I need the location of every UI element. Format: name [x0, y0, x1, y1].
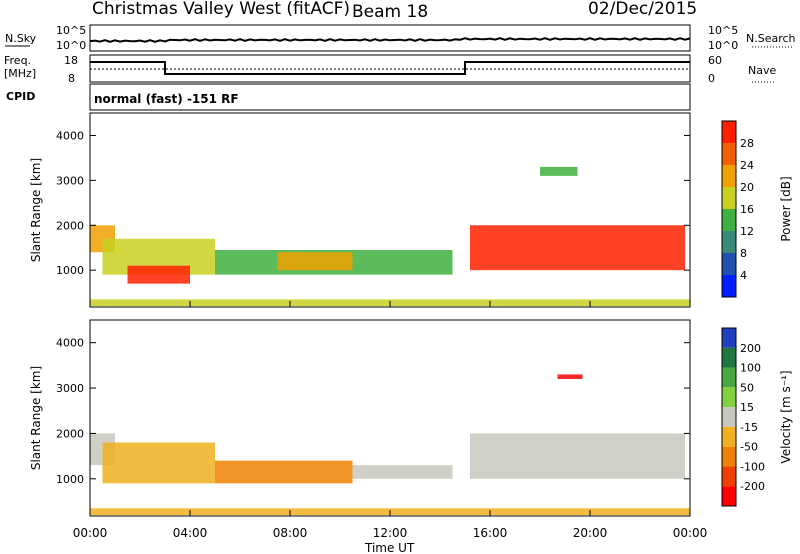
colorbar-swatch	[722, 407, 736, 427]
colorbar-tick-label: -200	[740, 480, 765, 493]
colorbar-tick-label: 4	[740, 269, 747, 282]
x-axis-title: Time UT	[364, 541, 415, 554]
colorbar-swatch	[722, 446, 736, 467]
noise-panel: N.Sky 10^5 10^0 10^5 10^0 N.Search	[5, 24, 796, 52]
panel-frame	[89, 319, 691, 517]
noise-tick-top-right: 10^5	[708, 24, 738, 37]
data-region	[540, 166, 578, 176]
colorbar-title: Velocity [m s⁻¹]	[779, 370, 793, 463]
colorbar-swatch	[722, 486, 736, 506]
colorbar-swatch	[722, 253, 736, 275]
x-tick-label: 04:00	[173, 526, 208, 540]
nave-tick-0: 0	[708, 72, 715, 85]
colorbar-tick-label: 50	[740, 381, 754, 394]
colorbar-swatch	[722, 187, 736, 209]
x-tick-label: 00:00	[73, 526, 108, 540]
data-region	[470, 225, 685, 271]
y-axis-title: Slant Range [km]	[29, 158, 43, 262]
y-tick-label: 4000	[56, 337, 84, 350]
colorbar-title: Power [dB]	[779, 176, 793, 241]
colorbar-tick-label: 200	[740, 342, 761, 355]
colorbar-swatch	[722, 143, 736, 165]
colorbar-tick-label: 8	[740, 247, 747, 260]
colorbar-frame	[721, 327, 737, 507]
colorbar-swatch	[722, 121, 736, 143]
colorbar-swatch	[722, 367, 736, 388]
y-tick-label: 1000	[56, 264, 84, 277]
colorbar-swatch	[722, 347, 736, 368]
data-region	[352, 465, 453, 479]
colorbar-swatch	[722, 426, 736, 447]
noise-tick-top-left: 10^5	[56, 24, 86, 37]
freq-tick-18: 18	[64, 54, 78, 67]
nave-tick-60: 60	[708, 54, 722, 67]
colorbar-tick-label: 15	[740, 401, 754, 414]
y-tick-label: 3000	[56, 382, 84, 395]
colorbar-swatch	[722, 466, 736, 487]
data-region	[277, 252, 353, 271]
y-tick-label: 4000	[56, 129, 84, 142]
colorbar-swatch	[722, 275, 736, 297]
colorbar-tick-label: 12	[740, 225, 754, 238]
x-tick-label: 00:00	[673, 526, 708, 540]
data-region	[557, 374, 583, 379]
y-axis-title: Slant Range [km]	[29, 366, 43, 470]
nsearch-label: N.Search	[746, 32, 796, 45]
colorbar-swatch	[722, 387, 736, 408]
colorbar-tick-label: 24	[740, 159, 754, 172]
colorbar-swatch	[722, 165, 736, 187]
data-region	[470, 433, 685, 479]
cpid-label: CPID	[6, 90, 35, 103]
noise-tick-bottom-right: 10^0	[708, 39, 738, 52]
x-tick-label: 16:00	[473, 526, 508, 540]
colorbar-tick-label: 16	[740, 203, 754, 216]
nave-label: Nave	[748, 64, 776, 77]
data-region	[215, 460, 353, 484]
cpid-text: normal (fast) -151 RF	[94, 92, 239, 106]
colorbar-swatch	[722, 209, 736, 231]
freq-label-line1: Freq.	[4, 54, 31, 67]
date-label: 02/Dec/2015	[588, 0, 697, 19]
y-tick-label: 2000	[56, 219, 84, 232]
noise-sky-line	[89, 37, 691, 43]
beam-label: Beam 18	[352, 2, 428, 22]
x-tick-label: 20:00	[573, 526, 608, 540]
colorbar-swatch	[722, 231, 736, 253]
frequency-panel: Freq. [MHz] 18 8 60 0 Nave	[4, 54, 776, 85]
colorbar-tick-label: -15	[740, 421, 758, 434]
plot-title: Christmas Valley West (fitACF)	[92, 0, 350, 19]
data-region	[127, 265, 190, 284]
colorbar-swatch	[722, 328, 736, 348]
nsky-label: N.Sky	[5, 32, 37, 45]
y-tick-label: 2000	[56, 427, 84, 440]
frequency-line	[90, 61, 690, 75]
colorbar-tick-label: -100	[740, 460, 765, 473]
colorbar-tick-label: 20	[740, 181, 754, 194]
velocity-heatmap: 1000 2000 3000 4000 Slant Range [km] 200 100 50…	[29, 319, 793, 517]
freq-label-line2: [MHz]	[4, 67, 36, 80]
time-axis-labels: 00:00 04:00 08:00 12:00 16:00 20:00 00:00	[73, 526, 708, 540]
freq-tick-8: 8	[68, 72, 75, 85]
colorbar-tick-label: 28	[740, 137, 754, 150]
power-heatmap: 1000 2000 3000 4000 Slant Range [km] 4 8 12 16 20…	[29, 112, 793, 308]
colorbar-tick-label: -50	[740, 441, 758, 454]
x-tick-label: 08:00	[273, 526, 308, 540]
noise-tick-bottom-left: 10^0	[56, 39, 86, 52]
colorbar-tick-label: 100	[740, 362, 761, 375]
data-region	[102, 442, 215, 484]
colorbar-frame	[721, 120, 737, 298]
y-tick-label: 1000	[56, 473, 84, 486]
y-tick-label: 3000	[56, 174, 84, 187]
x-tick-label: 12:00	[373, 526, 408, 540]
